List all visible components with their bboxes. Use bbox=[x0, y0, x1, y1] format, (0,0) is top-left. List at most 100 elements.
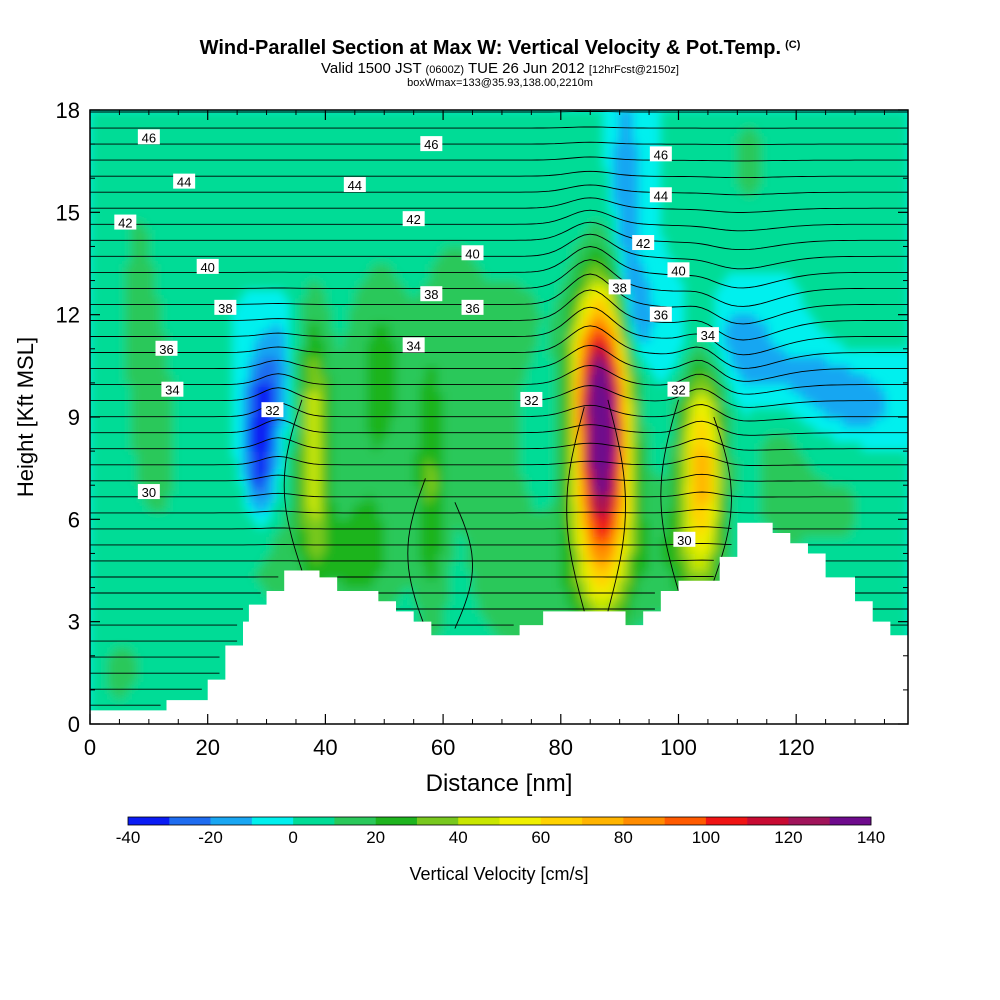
field-cell bbox=[219, 391, 226, 401]
field-cell bbox=[172, 442, 179, 452]
field-cell bbox=[431, 579, 438, 589]
field-cell bbox=[454, 195, 462, 205]
field-cell bbox=[448, 493, 456, 503]
field-cell bbox=[219, 127, 226, 137]
field-cell bbox=[431, 169, 438, 179]
field-cell bbox=[160, 144, 168, 154]
field-cell bbox=[313, 348, 321, 358]
field-cell bbox=[431, 399, 438, 410]
field-cell bbox=[148, 161, 156, 171]
field-cell bbox=[201, 110, 209, 120]
field-cell bbox=[354, 399, 362, 410]
field-cell bbox=[125, 417, 132, 427]
field-cell bbox=[501, 178, 509, 188]
field-cell bbox=[401, 272, 409, 282]
field-cell bbox=[496, 425, 503, 435]
field-cell bbox=[101, 544, 109, 555]
field-cell bbox=[225, 476, 232, 486]
field-cell bbox=[366, 178, 374, 188]
field-cell bbox=[113, 340, 121, 350]
field-cell bbox=[154, 561, 162, 572]
field-cell bbox=[190, 613, 197, 623]
field-cell bbox=[325, 374, 332, 384]
field-cell bbox=[443, 365, 450, 375]
field-cell bbox=[131, 340, 138, 350]
field-cell bbox=[413, 544, 421, 555]
field-cell bbox=[184, 527, 191, 537]
field-cell bbox=[425, 613, 432, 623]
field-cell bbox=[131, 553, 138, 563]
field-cell bbox=[101, 689, 109, 700]
field-cell bbox=[466, 391, 474, 401]
field-cell bbox=[313, 263, 321, 273]
field-cell bbox=[501, 399, 509, 410]
field-cell bbox=[437, 118, 444, 128]
field-cell bbox=[384, 110, 391, 120]
field-cell bbox=[119, 613, 126, 623]
field-cell bbox=[166, 519, 173, 529]
field-cell bbox=[90, 510, 97, 520]
field-cell bbox=[478, 544, 485, 555]
field-cell bbox=[431, 408, 438, 418]
field-cell bbox=[501, 485, 509, 495]
field-cell bbox=[101, 220, 109, 230]
field-cell bbox=[313, 254, 321, 265]
field-cell bbox=[160, 425, 168, 435]
field-cell bbox=[378, 178, 385, 188]
field-cell bbox=[307, 340, 315, 350]
field-cell bbox=[148, 689, 156, 700]
field-cell bbox=[454, 186, 462, 196]
field-cell bbox=[360, 246, 368, 256]
field-cell bbox=[119, 110, 126, 120]
field-cell bbox=[325, 408, 332, 418]
field-cell bbox=[243, 613, 250, 623]
field-cell bbox=[225, 118, 232, 128]
field-cell bbox=[266, 391, 274, 401]
field-cell bbox=[396, 459, 403, 469]
field-cell bbox=[184, 348, 191, 358]
field-cell bbox=[248, 442, 256, 452]
field-cell bbox=[401, 468, 409, 478]
field-cell bbox=[248, 451, 256, 461]
field-cell bbox=[378, 220, 385, 230]
field-cell bbox=[325, 110, 332, 120]
field-cell bbox=[260, 451, 268, 461]
field-cell bbox=[219, 527, 226, 537]
field-cell bbox=[166, 655, 173, 665]
field-cell bbox=[501, 544, 509, 555]
field-cell bbox=[137, 425, 144, 435]
field-cell bbox=[225, 254, 232, 265]
field-cell bbox=[95, 544, 103, 555]
field-cell bbox=[384, 382, 391, 393]
field-cell bbox=[448, 323, 456, 333]
field-cell bbox=[454, 144, 462, 154]
field-cell bbox=[148, 340, 156, 350]
field-cell bbox=[396, 314, 403, 324]
field-cell bbox=[490, 391, 497, 401]
field-cell bbox=[125, 374, 132, 384]
field-cell bbox=[278, 502, 285, 512]
field-cell bbox=[154, 144, 162, 154]
field-cell bbox=[290, 408, 297, 418]
field-cell bbox=[290, 135, 297, 145]
field-cell bbox=[154, 638, 162, 648]
field-cell bbox=[184, 502, 191, 512]
field-cell bbox=[213, 434, 221, 444]
field-cell bbox=[254, 254, 262, 265]
field-cell bbox=[448, 229, 456, 239]
field-cell bbox=[131, 135, 138, 145]
field-cell bbox=[237, 118, 244, 128]
field-cell bbox=[219, 195, 226, 205]
field-cell bbox=[195, 493, 203, 503]
field-cell bbox=[496, 391, 503, 401]
field-cell bbox=[231, 561, 238, 572]
field-cell bbox=[460, 135, 468, 145]
field-cell bbox=[454, 110, 462, 120]
field-cell bbox=[448, 510, 456, 520]
field-cell bbox=[278, 212, 285, 222]
field-cell bbox=[154, 314, 162, 324]
field-cell bbox=[172, 434, 179, 444]
field-cell bbox=[366, 297, 374, 307]
field-cell bbox=[390, 417, 397, 427]
field-cell bbox=[278, 527, 285, 537]
